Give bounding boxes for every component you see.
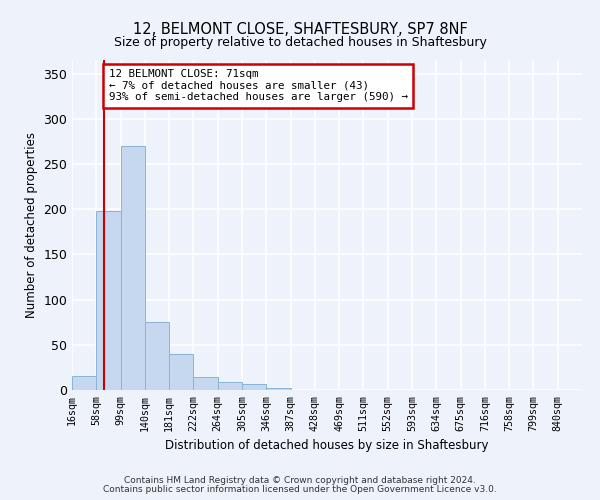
Bar [145, 322, 169, 390]
X-axis label: Distribution of detached houses by size in Shaftesbury: Distribution of detached houses by size … [165, 439, 489, 452]
Text: 12, BELMONT CLOSE, SHAFTESBURY, SP7 8NF: 12, BELMONT CLOSE, SHAFTESBURY, SP7 8NF [133, 22, 467, 38]
Bar [72, 376, 96, 390]
Text: 12 BELMONT CLOSE: 71sqm
← 7% of detached houses are smaller (43)
93% of semi-det: 12 BELMONT CLOSE: 71sqm ← 7% of detached… [109, 69, 408, 102]
Bar [121, 146, 145, 390]
Text: Contains public sector information licensed under the Open Government Licence v3: Contains public sector information licen… [103, 484, 497, 494]
Bar [193, 378, 218, 390]
Bar [96, 211, 121, 390]
Bar [169, 354, 193, 390]
Bar [218, 382, 242, 390]
Bar [266, 388, 290, 390]
Text: Size of property relative to detached houses in Shaftesbury: Size of property relative to detached ho… [113, 36, 487, 49]
Text: Contains HM Land Registry data © Crown copyright and database right 2024.: Contains HM Land Registry data © Crown c… [124, 476, 476, 485]
Bar [242, 384, 266, 390]
Y-axis label: Number of detached properties: Number of detached properties [25, 132, 38, 318]
